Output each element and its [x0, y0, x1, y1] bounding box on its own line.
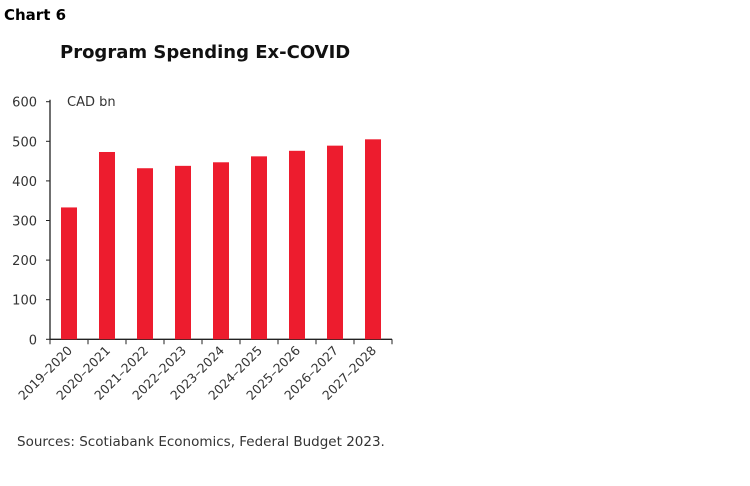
- y-tick-label: 100: [12, 294, 37, 309]
- source-note: Sources: Scotiabank Economics, Federal B…: [17, 434, 385, 450]
- y-tick-label: 300: [12, 215, 37, 230]
- bar: [213, 162, 229, 340]
- y-tick-label: 400: [12, 175, 37, 190]
- bar: [251, 156, 267, 340]
- bar: [99, 151, 115, 340]
- bar: [289, 150, 305, 340]
- y-tick-label: 200: [12, 254, 37, 269]
- y-tick-label: 0: [29, 333, 37, 348]
- bar: [327, 145, 343, 340]
- y-axis-unit-label: CAD bn: [67, 95, 116, 110]
- bar: [175, 165, 191, 340]
- chart-title: Program Spending Ex-COVID: [60, 42, 351, 63]
- y-tick-label: 600: [12, 96, 37, 111]
- bar: [137, 168, 153, 340]
- y-tick-label: 500: [12, 135, 37, 150]
- bar: [61, 207, 77, 340]
- chart-number: Chart 6: [4, 6, 67, 24]
- bar: [365, 139, 381, 340]
